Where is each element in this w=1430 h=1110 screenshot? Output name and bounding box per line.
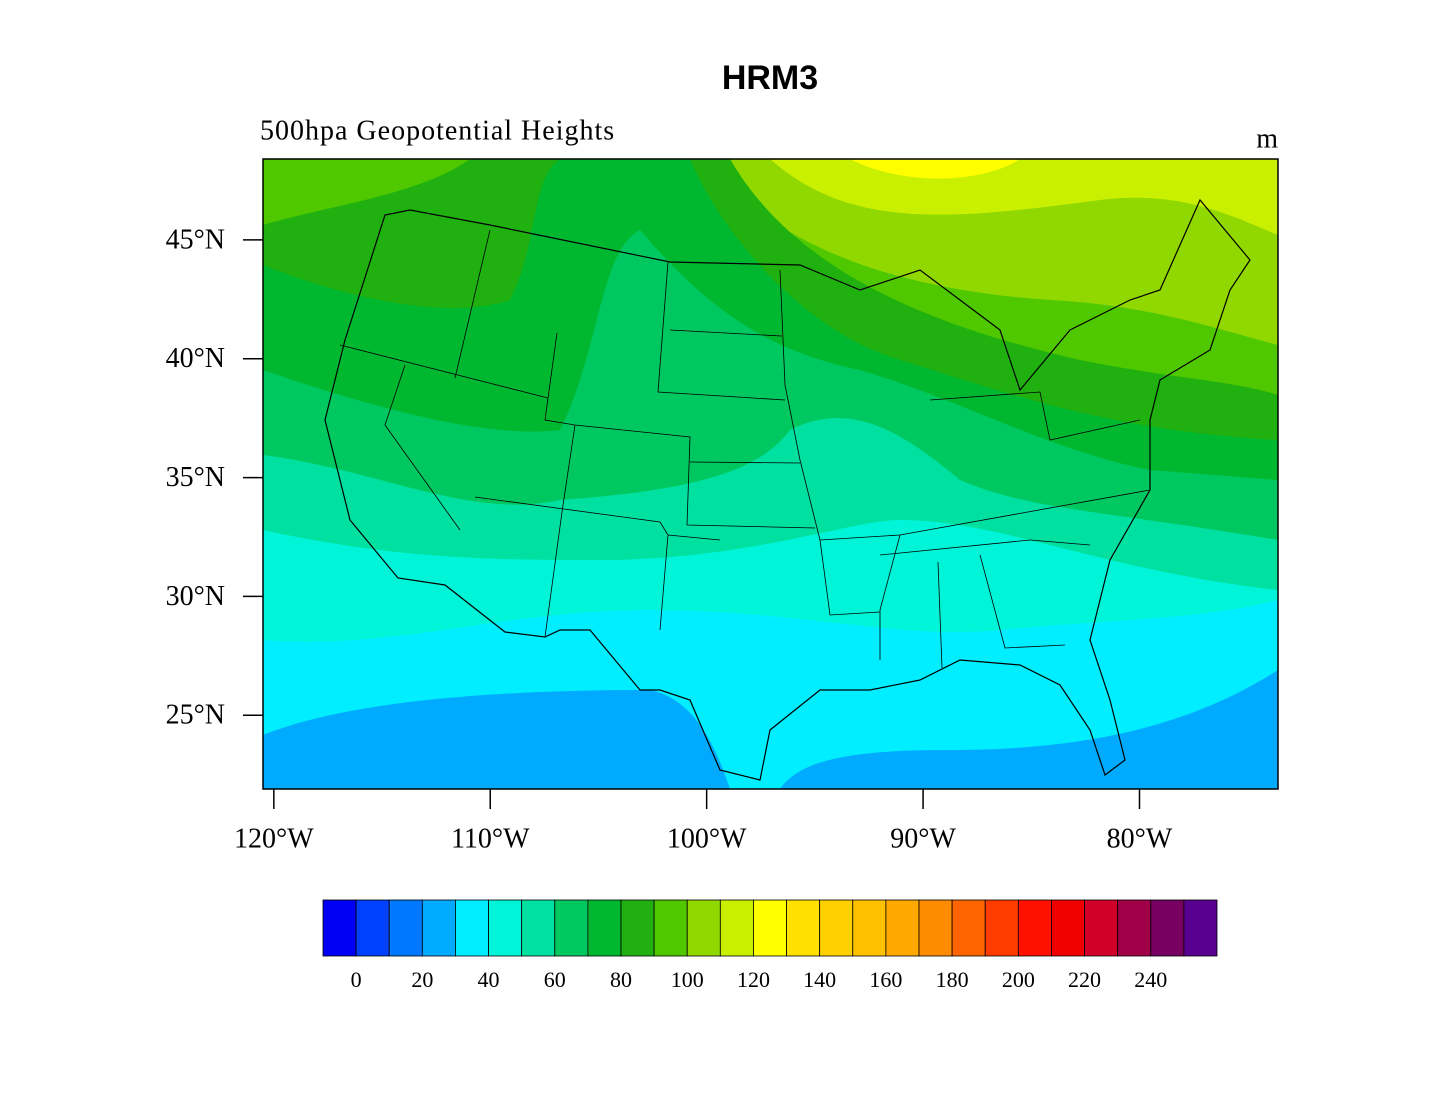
colorbar-label: 0 bbox=[351, 967, 362, 992]
colorbar-label: 40 bbox=[478, 967, 500, 992]
colorbar-box bbox=[852, 899, 887, 957]
lon-label: 90°W bbox=[890, 823, 956, 854]
colorbar-box bbox=[885, 899, 920, 957]
colorbar-box bbox=[587, 899, 622, 957]
lat-label: 25°N bbox=[166, 700, 225, 731]
colorbar-label: 240 bbox=[1134, 967, 1167, 992]
lon-label: 80°W bbox=[1107, 823, 1173, 854]
state-borders bbox=[339, 229, 1151, 669]
colorbar-box bbox=[686, 899, 721, 957]
contour-fill bbox=[263, 159, 1278, 789]
colorbar-label: 60 bbox=[544, 967, 566, 992]
colorbar-box bbox=[951, 899, 986, 957]
lat-label: 45°N bbox=[166, 224, 225, 255]
colorbar-label: 160 bbox=[869, 967, 902, 992]
colorbar-box bbox=[620, 899, 655, 957]
colorbar-box bbox=[1183, 899, 1218, 957]
subtitle: 500hpa Geopotential Heights bbox=[260, 115, 615, 146]
units: m bbox=[1256, 123, 1278, 154]
colorbar-label: 200 bbox=[1002, 967, 1035, 992]
colorbar-box bbox=[786, 899, 821, 957]
lat-label: 40°N bbox=[166, 343, 225, 374]
colorbar-box bbox=[455, 899, 489, 957]
colorbar-label: 80 bbox=[610, 967, 632, 992]
colorbar-box bbox=[355, 899, 390, 957]
colorbar-box bbox=[653, 899, 688, 957]
lon-label: 120°W bbox=[234, 823, 314, 854]
colorbar-box bbox=[421, 899, 456, 957]
colorbar-label: 20 bbox=[411, 967, 433, 992]
colorbar-box bbox=[753, 899, 787, 957]
colorbar-box bbox=[984, 899, 1019, 957]
lon-label: 100°W bbox=[667, 823, 747, 854]
colorbar-box bbox=[1117, 899, 1152, 957]
colorbar-box bbox=[1017, 899, 1052, 957]
colorbar-box bbox=[388, 899, 423, 957]
colorbar-box bbox=[521, 899, 556, 957]
lat-label: 30°N bbox=[166, 581, 225, 612]
colorbar-box bbox=[554, 899, 589, 957]
colorbar-label: 180 bbox=[936, 967, 969, 992]
title: HRM3 bbox=[722, 59, 818, 97]
colorbar-label: 120 bbox=[737, 967, 770, 992]
colorbar-label: 220 bbox=[1068, 967, 1101, 992]
colorbar-box bbox=[488, 899, 523, 957]
band bbox=[263, 670, 1278, 789]
colorbar-box bbox=[1150, 899, 1185, 957]
colorbar-label: 100 bbox=[671, 967, 704, 992]
colorbar-box bbox=[1084, 899, 1119, 957]
colorbar-box bbox=[322, 899, 357, 957]
lat-label: 35°N bbox=[166, 462, 225, 493]
colorbar-box bbox=[719, 899, 754, 957]
map-axes: 45°N 40°N 35°N 30°N 25°N 120°W 110°W 100°W 90°W 8… bbox=[166, 224, 1173, 854]
lon-label: 110°W bbox=[451, 823, 530, 854]
colorbar-box bbox=[819, 899, 854, 957]
colorbar: 0 20 40 60 80 100 120 140 160 180 200 220 240 bbox=[322, 899, 1218, 992]
colorbar-box bbox=[918, 899, 953, 957]
colorbar-box bbox=[1051, 899, 1085, 957]
map-frame bbox=[262, 158, 1279, 790]
colorbar-label: 140 bbox=[803, 967, 836, 992]
coastline bbox=[324, 198, 1251, 781]
